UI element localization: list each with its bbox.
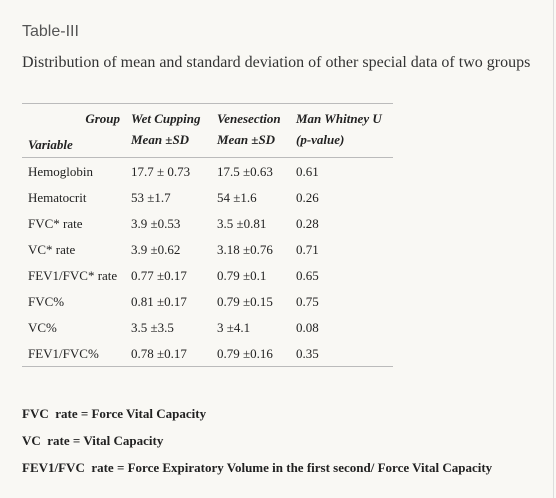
table-cell: 0.08: [296, 320, 319, 335]
table-cell: 3.9 ±0.53: [131, 216, 181, 231]
table-cell: 3.9 ±0.62: [131, 242, 181, 257]
header-cell: Mean ±SD: [131, 132, 190, 147]
row-label: VC%: [28, 320, 57, 335]
page-edge: [553, 0, 554, 498]
table-cell: 0.26: [296, 190, 319, 205]
header-cell: Group: [85, 111, 120, 126]
footnote: FEV1/FVC rate = Force Expiratory Volume …: [22, 460, 493, 475]
table-cell: 0.35: [296, 346, 319, 361]
top-rule: [22, 103, 393, 104]
table-cell: 0.77 ±0.17: [131, 268, 187, 283]
table-cell: 0.81 ±0.17: [131, 294, 187, 309]
table-cell: 0.61: [296, 164, 319, 179]
footnote: VC rate = Vital Capacity: [22, 433, 164, 448]
table-cell: 0.65: [296, 268, 319, 283]
table-cell: 3 ±4.1: [217, 320, 251, 335]
table-cell: 0.79 ±0.1: [217, 268, 267, 283]
table-cell: 54 ±1.6: [217, 190, 257, 205]
header-cell: Wet Cupping: [131, 111, 201, 126]
table-cell: 17.7 ± 0.73: [131, 164, 191, 179]
table-cell: 0.78 ±0.17: [131, 346, 187, 361]
table-cell: 0.79 ±0.15: [217, 294, 273, 309]
table-cell: 0.75: [296, 294, 319, 309]
header-rule: [22, 157, 393, 158]
row-label: VC* rate: [28, 242, 76, 257]
header-cell: Venesection: [217, 111, 281, 126]
header-cell: Mean ±SD: [217, 132, 276, 147]
table-cell: 0.71: [296, 242, 319, 257]
header-cell: Man Whitney U: [296, 111, 382, 126]
row-label: Hematocrit: [28, 190, 87, 205]
table-subtitle: Distribution of mean and standard deviat…: [22, 54, 531, 71]
table-cell: 3.18 ±0.76: [217, 242, 273, 257]
table-cell: 0.79 ±0.16: [217, 346, 273, 361]
row-label: FVC%: [28, 294, 65, 309]
table-cell: 0.28: [296, 216, 319, 231]
table-cell: 17.5 ±0.63: [217, 164, 273, 179]
row-label: FVC* rate: [28, 216, 83, 231]
header-cell: (p-value): [296, 132, 345, 147]
header-cell: Variable: [28, 137, 73, 152]
footnote: FVC rate = Force Vital Capacity: [22, 406, 207, 421]
table-cell: 53 ±1.7: [131, 190, 171, 205]
table-cell: 3.5 ±0.81: [217, 216, 267, 231]
table-title: Table-III: [22, 23, 79, 40]
row-label: FEV1/FVC* rate: [28, 268, 118, 283]
row-label: Hemoglobin: [28, 164, 93, 179]
row-label: FEV1/FVC%: [28, 346, 99, 361]
table-cell: 3.5 ±3.5: [131, 320, 174, 335]
bottom-rule: [22, 366, 393, 367]
